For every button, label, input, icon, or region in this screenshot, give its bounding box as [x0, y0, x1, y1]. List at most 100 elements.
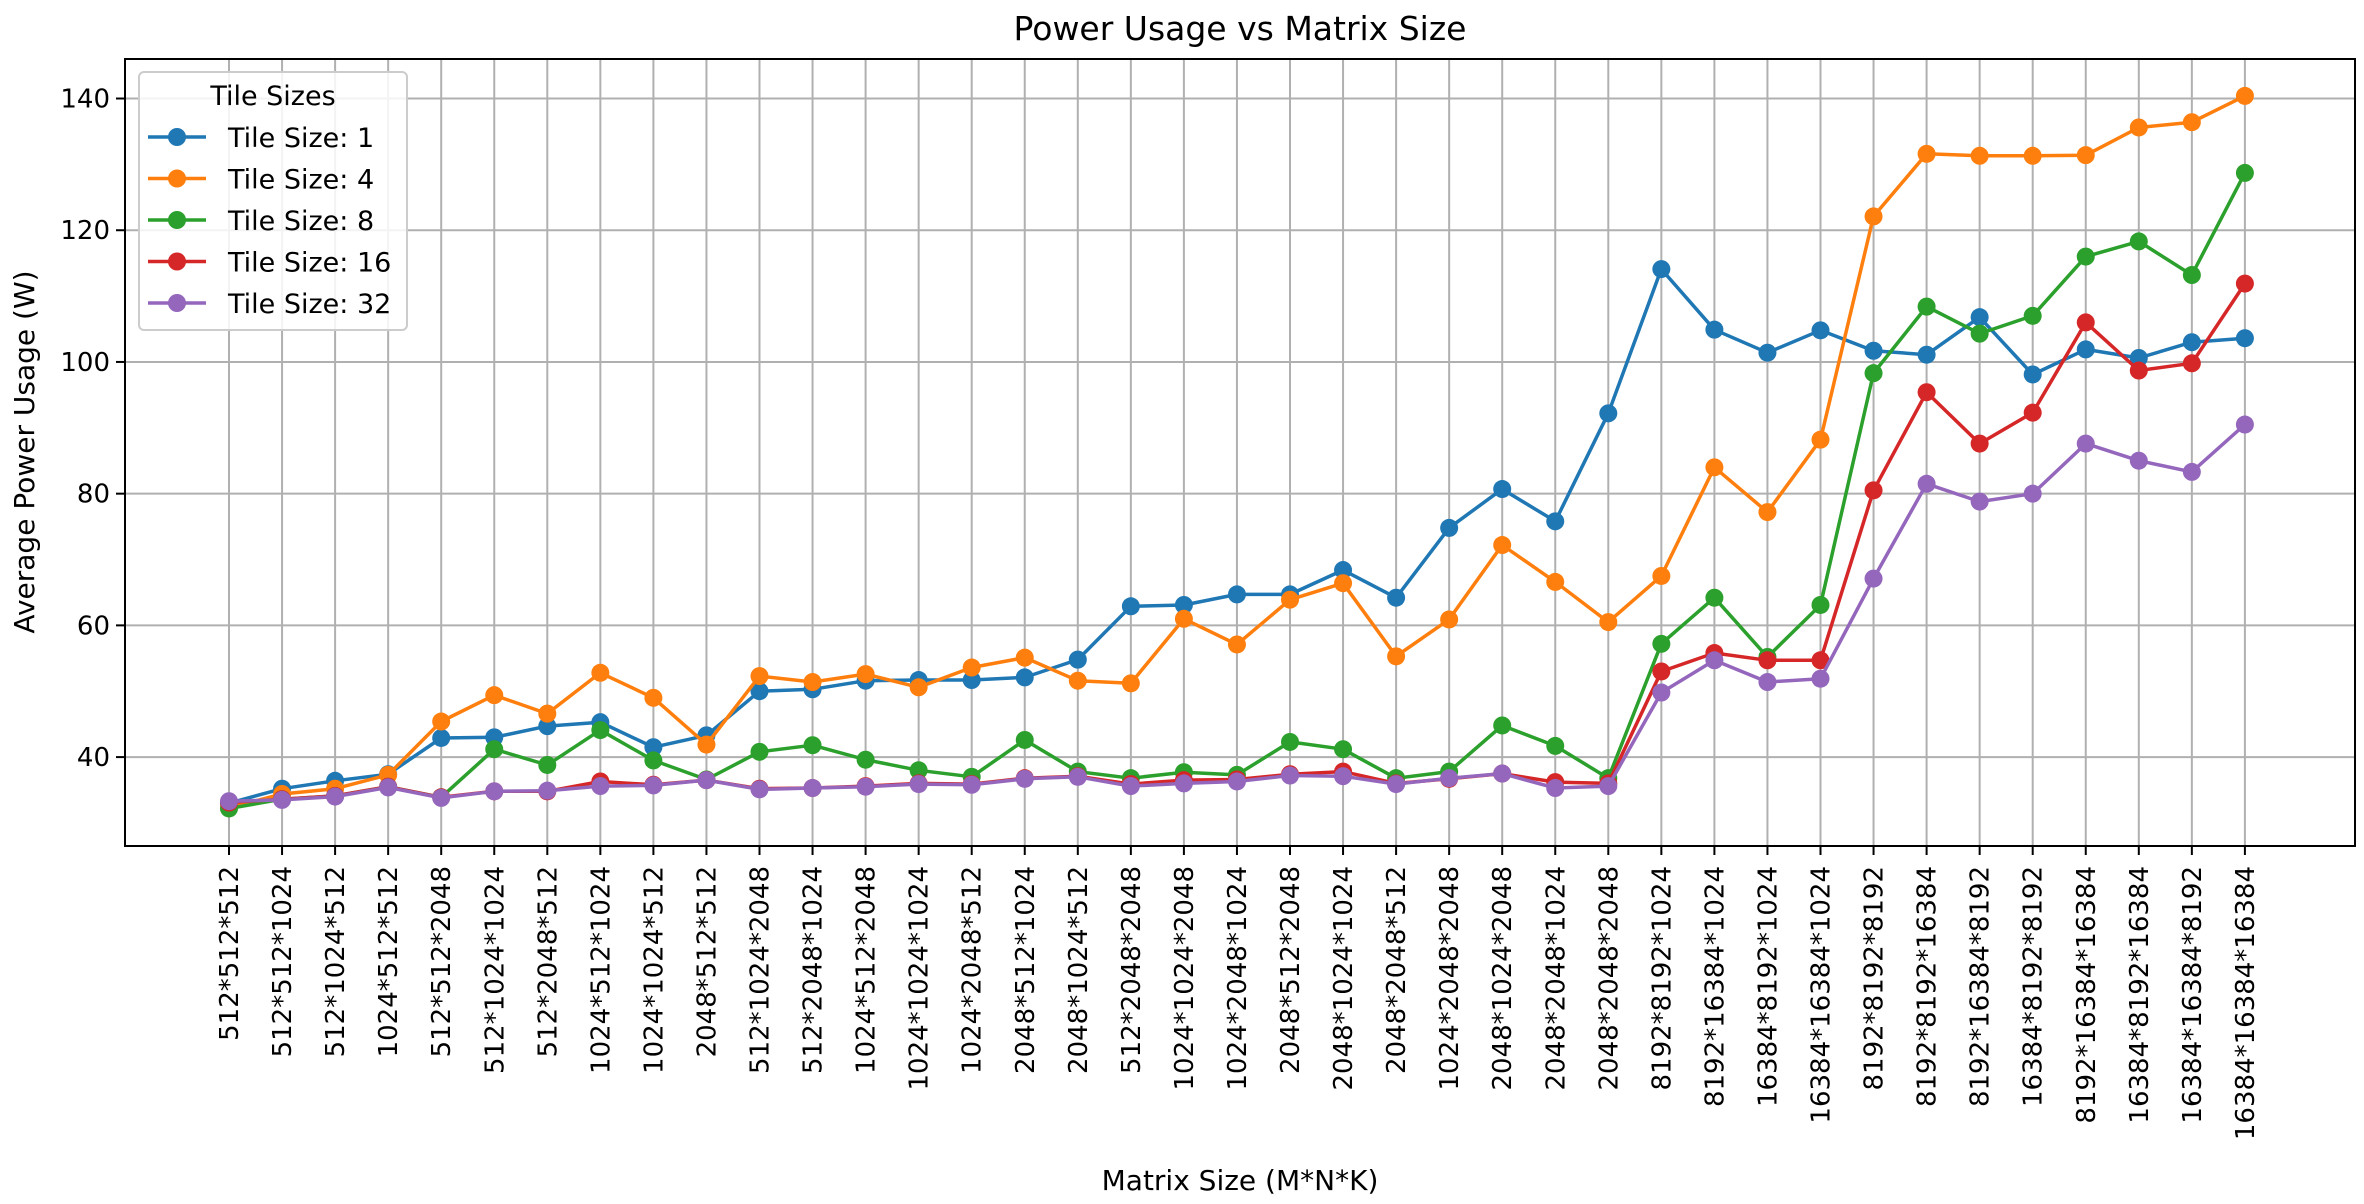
data-point: [538, 755, 557, 774]
x-tick-label: 1024*2048*2048: [1435, 866, 1465, 1091]
legend-label: Tile Size: 16: [227, 248, 391, 279]
y-tick-label: 140: [60, 85, 110, 115]
x-tick-label: 512*512*2048: [427, 866, 457, 1057]
data-point: [591, 663, 610, 682]
data-point: [644, 688, 663, 707]
x-tick-label: 1024*1024*512: [639, 866, 669, 1074]
data-point: [803, 673, 822, 692]
x-tick-label: 16384*8192*16384: [2125, 866, 2155, 1124]
data-point: [644, 738, 663, 757]
data-point: [1493, 764, 1512, 783]
data-point: [750, 780, 769, 799]
y-tick-label: 60: [77, 611, 110, 641]
data-point: [697, 735, 716, 754]
x-tick-label: 2048*1024*512: [1064, 866, 1094, 1074]
data-point: [2129, 361, 2148, 380]
data-point: [2076, 313, 2095, 332]
data-point: [485, 686, 504, 705]
data-point: [1652, 662, 1671, 681]
x-tick-label: 2048*1024*2048: [1488, 866, 1518, 1091]
data-point: [1599, 777, 1618, 796]
data-point: [962, 658, 981, 677]
data-point: [1970, 324, 1989, 343]
data-point: [2235, 329, 2254, 348]
data-point: [1705, 588, 1724, 607]
data-point: [1970, 434, 1989, 453]
y-axis: 40 60 80 100 120 140: [60, 85, 125, 773]
data-point: [2129, 118, 2148, 137]
data-point: [962, 671, 981, 690]
data-point: [1970, 308, 1989, 327]
data-point: [1599, 404, 1618, 423]
legend-label: Tile Size: 4: [227, 165, 374, 196]
data-point: [909, 775, 928, 794]
data-point: [2235, 86, 2254, 105]
data-point: [1015, 730, 1034, 749]
data-point: [2023, 484, 2042, 503]
data-point: [856, 777, 875, 796]
legend-label: Tile Size: 8: [227, 206, 374, 237]
data-point: [1599, 613, 1618, 632]
data-point: [2129, 232, 2148, 251]
data-point: [1864, 364, 1883, 383]
x-tick-label: 512*1024*512: [321, 866, 351, 1057]
x-tick-label: 1024*512*512: [374, 866, 404, 1057]
data-point: [2235, 163, 2254, 182]
data-point: [1387, 647, 1406, 666]
data-point: [2235, 415, 2254, 434]
x-tick-label: 512*512*512: [215, 866, 245, 1041]
data-point: [591, 721, 610, 740]
legend-label: Tile Size: 1: [227, 123, 374, 154]
legend-marker: [168, 169, 186, 188]
data-point: [432, 788, 451, 807]
legend-label: Tile Size: 32: [227, 289, 391, 320]
data-point: [432, 728, 451, 747]
data-point: [1440, 610, 1459, 629]
data-point: [1917, 474, 1936, 493]
x-tick-label: 8192*8192*1024: [1647, 866, 1677, 1091]
data-point: [1334, 574, 1353, 593]
data-point: [2182, 354, 2201, 373]
data-point: [1811, 321, 1830, 340]
data-point: [1758, 651, 1777, 670]
legend-marker: [168, 252, 186, 271]
data-point: [1758, 673, 1777, 692]
data-point: [1227, 585, 1246, 604]
x-tick-label: 16384*16384*1024: [1807, 866, 1837, 1124]
data-point: [2023, 306, 2042, 325]
data-point: [909, 678, 928, 697]
data-point: [538, 717, 557, 736]
data-point: [1546, 736, 1565, 755]
data-point: [1493, 480, 1512, 499]
data-point: [1546, 512, 1565, 531]
series-lines: [220, 86, 2254, 818]
data-point: [2076, 434, 2095, 453]
data-point: [273, 790, 292, 809]
data-point: [909, 761, 928, 780]
data-point: [220, 792, 238, 811]
x-tick-label: 8192*16384*8192: [1966, 866, 1996, 1107]
x-tick-label: 16384*16384*8192: [2178, 866, 2208, 1124]
data-point: [379, 778, 398, 797]
data-point: [1174, 774, 1193, 793]
data-point: [750, 667, 769, 686]
data-point: [1334, 561, 1353, 580]
data-point: [1015, 648, 1034, 667]
data-point: [1970, 146, 1989, 165]
data-point: [432, 712, 451, 731]
x-tick-label: 16384*8192*8192: [2019, 866, 2049, 1107]
data-point: [1917, 383, 1936, 402]
data-point: [1917, 345, 1936, 364]
data-point: [1970, 492, 1989, 511]
data-point: [1068, 671, 1087, 690]
data-point: [803, 779, 822, 798]
x-tick-label: 16384*8192*1024: [1753, 866, 1783, 1107]
data-point: [1227, 772, 1246, 791]
legend: Tile Sizes Tile Size: 1 Tile Size: 4 Tile …: [138, 71, 408, 331]
x-tick-label: 2048*512*512: [692, 866, 722, 1057]
data-point: [485, 782, 504, 801]
legend-marker: [168, 211, 186, 229]
data-point: [1758, 503, 1777, 522]
data-point: [2076, 247, 2095, 266]
data-point: [1493, 536, 1512, 555]
